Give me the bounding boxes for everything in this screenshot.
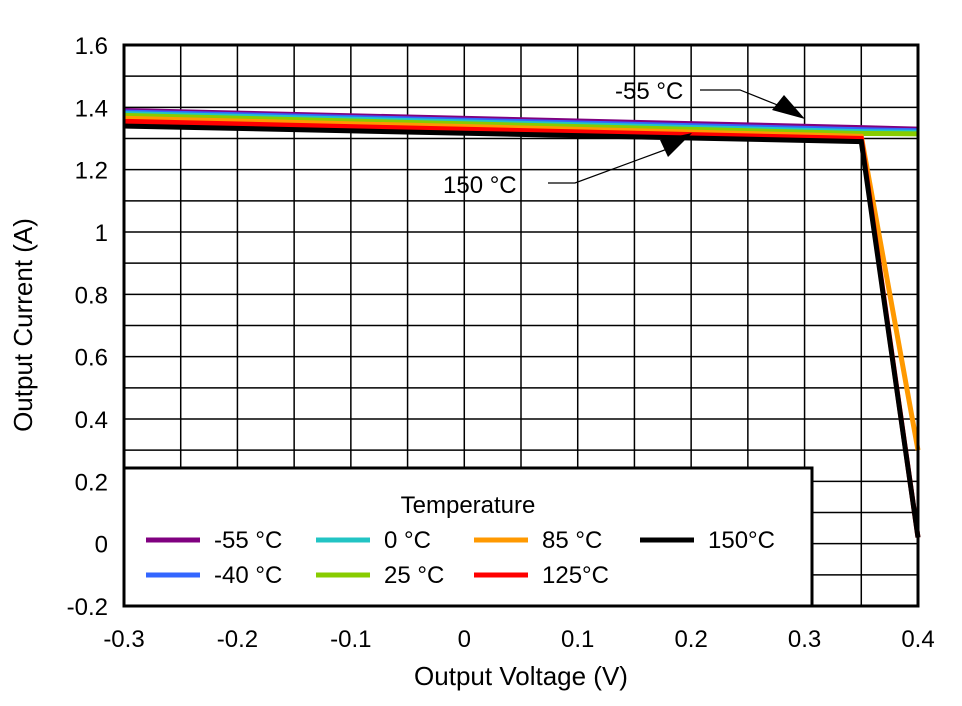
x-tick-label: -0.3 bbox=[103, 626, 144, 653]
y-tick-label: 0.6 bbox=[75, 345, 108, 372]
annotation-line bbox=[548, 147, 671, 184]
x-tick-label: 0.4 bbox=[901, 626, 934, 653]
legend-label: 125°C bbox=[542, 562, 609, 589]
y-tick-label: 0.2 bbox=[75, 469, 108, 496]
legend-title: Temperature bbox=[401, 492, 536, 519]
legend-label: 85 °C bbox=[542, 527, 602, 554]
legend-label: 150°C bbox=[708, 527, 775, 554]
y-tick-label: 1.2 bbox=[75, 158, 108, 185]
annotation-text: -55 °C bbox=[615, 78, 683, 105]
annotation-minus55: -55 °C bbox=[615, 78, 805, 119]
x-tick-label: 0.3 bbox=[788, 626, 821, 653]
annotation-text: 150 °C bbox=[443, 172, 517, 199]
legend-label: -55 °C bbox=[214, 527, 282, 554]
annotation-150: 150 °C bbox=[443, 133, 692, 199]
legend-box bbox=[122, 466, 814, 608]
x-tick-label: -0.1 bbox=[330, 626, 371, 653]
y-tick-label: 0.4 bbox=[75, 407, 108, 434]
x-tick-label: 0.1 bbox=[561, 626, 594, 653]
x-axis-label: Output Voltage (V) bbox=[414, 661, 628, 691]
y-tick-label: 1 bbox=[95, 220, 108, 247]
legend-label: 25 °C bbox=[384, 562, 444, 589]
legend-label: -40 °C bbox=[214, 562, 282, 589]
y-tick-label: 1.4 bbox=[75, 95, 108, 122]
arrow-icon bbox=[660, 133, 692, 157]
y-tick-label: -0.2 bbox=[67, 594, 108, 621]
series-line bbox=[123, 123, 921, 538]
legend-label: 0 °C bbox=[384, 527, 431, 554]
x-tick-label: -0.2 bbox=[217, 626, 258, 653]
y-axis-label: Output Current (A) bbox=[8, 218, 38, 432]
series-line bbox=[123, 112, 919, 137]
y-tick-label: 0.8 bbox=[75, 282, 108, 309]
arrow-icon bbox=[772, 95, 805, 119]
legend: Temperature -55 °C -40 °C 0 °C 25 °C 85 °C 12… bbox=[122, 466, 814, 608]
x-tick-label: 0.2 bbox=[674, 626, 707, 653]
annotation-line bbox=[700, 89, 791, 111]
x-tick-label: 0 bbox=[458, 626, 471, 653]
y-tick-label: 0 bbox=[95, 532, 108, 559]
y-tick-label: 1.6 bbox=[75, 33, 108, 60]
